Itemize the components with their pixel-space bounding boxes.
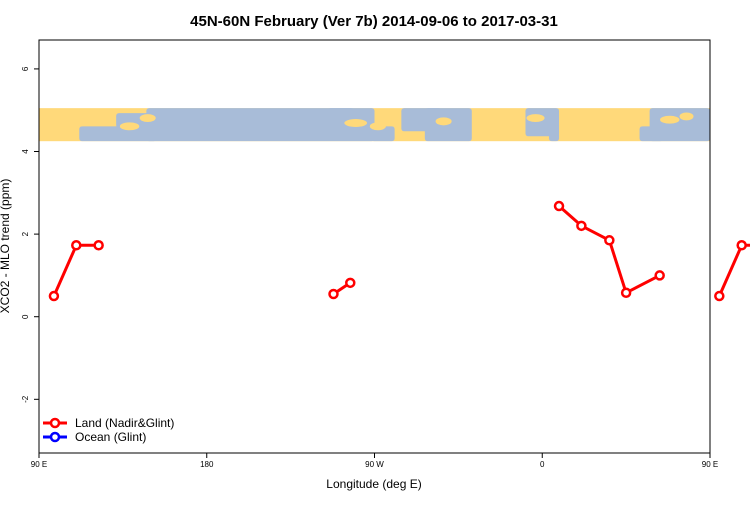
map-ocean-shape [548,127,560,142]
x-axis-label: Longitude (deg E) [326,477,421,491]
map-island [526,114,545,123]
legend: Land (Nadir&Glint)Ocean (Glint) [43,416,174,444]
world-map-strip [39,108,710,142]
map-island [119,122,140,131]
map-island [369,122,386,131]
map-ocean-shape [146,108,375,142]
legend-marker-1 [49,431,61,443]
series-0-point-2-1 [576,220,587,232]
series-0-point-0-1 [71,240,82,251]
axes: -2 0 2 4 6 90 E 180 90 W 0 90 E [21,66,718,469]
map-island [344,119,368,127]
y-tick-label-2: 2 [21,231,30,236]
y-tick-label-3: 4 [21,149,30,154]
series-0-point-2-4 [654,270,665,281]
map-ocean-shape [424,108,472,142]
x-tick-label-0: 90 E [31,460,47,469]
map-island [139,114,156,123]
plot-frame [38,39,711,454]
y-axis-label: XCO2 - MLO trend (ppm) [0,179,12,314]
x-tick-label-4: 90 E [702,460,718,469]
series-0-point-3-0 [714,290,725,302]
x-tick-label-3: 0 [540,460,545,469]
y-tick-label-1: 0 [21,314,30,319]
map-ocean-shape [639,126,664,142]
series-0-point-2-3 [620,287,632,299]
chart-title: 45N-60N February (Ver 7b) 2014-09-06 to … [190,13,558,30]
series-0-point-1-0 [328,288,339,300]
y-tick-label-4: 6 [21,66,30,71]
legend-label-1: Ocean (Glint) [75,430,146,444]
series-0-point-0-2 [93,240,104,251]
series-0-point-2-0 [553,200,565,212]
map-island [660,115,680,124]
map-ocean-shape [79,126,157,142]
x-tick-label-1: 180 [200,460,214,469]
legend-marker-0 [49,417,61,429]
map-island [679,112,694,121]
series-0-point-2-2 [604,235,615,246]
x-tick-label-2: 90 W [365,460,384,469]
data-layer [48,200,750,302]
y-tick-label-0: -2 [21,395,30,403]
series-0-point-0-0 [48,290,60,302]
map-island [435,117,452,126]
legend-label-0: Land (Nadir&Glint) [75,416,174,430]
series-0-point-3-1 [736,240,747,251]
series-0-point-1-1 [345,277,356,289]
